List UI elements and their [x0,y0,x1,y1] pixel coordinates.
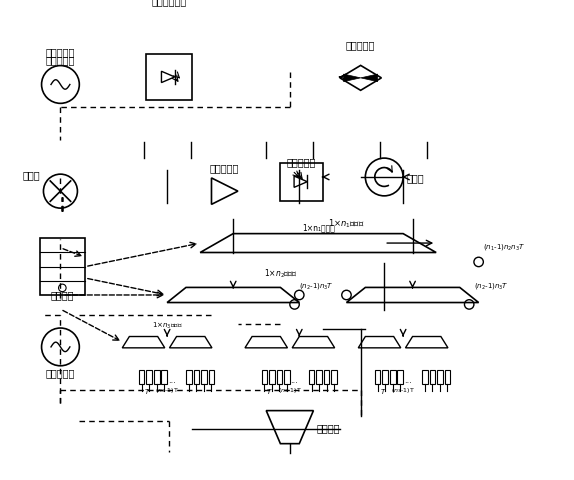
Bar [316,371,322,384]
Text: ...: ... [168,376,176,384]
Text: ($n_3$-1)T: ($n_3$-1)T [155,385,179,394]
Bar [201,371,207,384]
Bar [161,371,167,384]
Bar [40,239,85,295]
Text: 1×n₁光开关: 1×n₁光开关 [302,223,335,232]
Text: ($n_1$-1)$n_2n_3T$: ($n_1$-1)$n_2n_3T$ [483,241,526,251]
Text: 本地振荡器: 本地振荡器 [46,47,75,57]
Bar [422,371,428,384]
Text: 射频振荡器: 射频振荡器 [46,368,75,378]
Text: ($n_3$-1)T: ($n_3$-1)T [278,385,302,394]
Bar [280,164,323,201]
Bar [437,371,443,384]
Bar [146,371,152,384]
Bar [331,371,337,384]
Bar [262,371,267,384]
Bar [375,371,381,384]
Bar [397,371,403,384]
Bar [429,371,435,384]
Bar [269,371,275,384]
Text: 本地振荡器: 本地振荡器 [46,55,75,65]
Bar [309,371,315,384]
Bar [208,371,214,384]
Bar [390,371,395,384]
Bar [193,371,199,384]
Bar [445,371,451,384]
Text: 电光调制器: 电光调制器 [346,40,375,50]
Text: 待测天线: 待测天线 [316,422,340,432]
Text: 光电探测器: 光电探测器 [287,157,316,167]
Bar [154,371,160,384]
Text: 混频器: 混频器 [23,170,41,180]
Text: ...: ... [290,376,298,384]
Polygon shape [360,75,378,83]
Text: ($n_2$-1)$n_3T$: ($n_2$-1)$n_3T$ [299,281,334,291]
Bar [324,371,329,384]
Text: T: T [144,388,149,394]
Text: 主控单元: 主控单元 [51,289,74,299]
Text: T: T [267,388,271,394]
Text: 环形器: 环形器 [407,173,425,182]
Bar [382,371,388,384]
Text: 1×$n_1$光开关: 1×$n_1$光开关 [328,217,364,229]
Bar [277,371,282,384]
Text: 1×$n_3$光开关: 1×$n_3$光开关 [152,320,183,330]
Text: T: T [380,388,385,394]
Bar [186,371,192,384]
Bar [284,371,290,384]
Text: ...: ... [404,376,412,384]
Polygon shape [344,75,360,83]
Text: ($n_3$-1)T: ($n_3$-1)T [391,385,415,394]
Bar [139,371,145,384]
Text: 半导体激光器: 半导体激光器 [152,0,187,6]
Bar [146,55,192,100]
Text: ($n_2$-1)$n_3T$: ($n_2$-1)$n_3T$ [474,281,509,291]
Text: 锁相放大器: 锁相放大器 [210,163,239,173]
Text: 1×$n_2$光开关: 1×$n_2$光开关 [263,267,297,279]
